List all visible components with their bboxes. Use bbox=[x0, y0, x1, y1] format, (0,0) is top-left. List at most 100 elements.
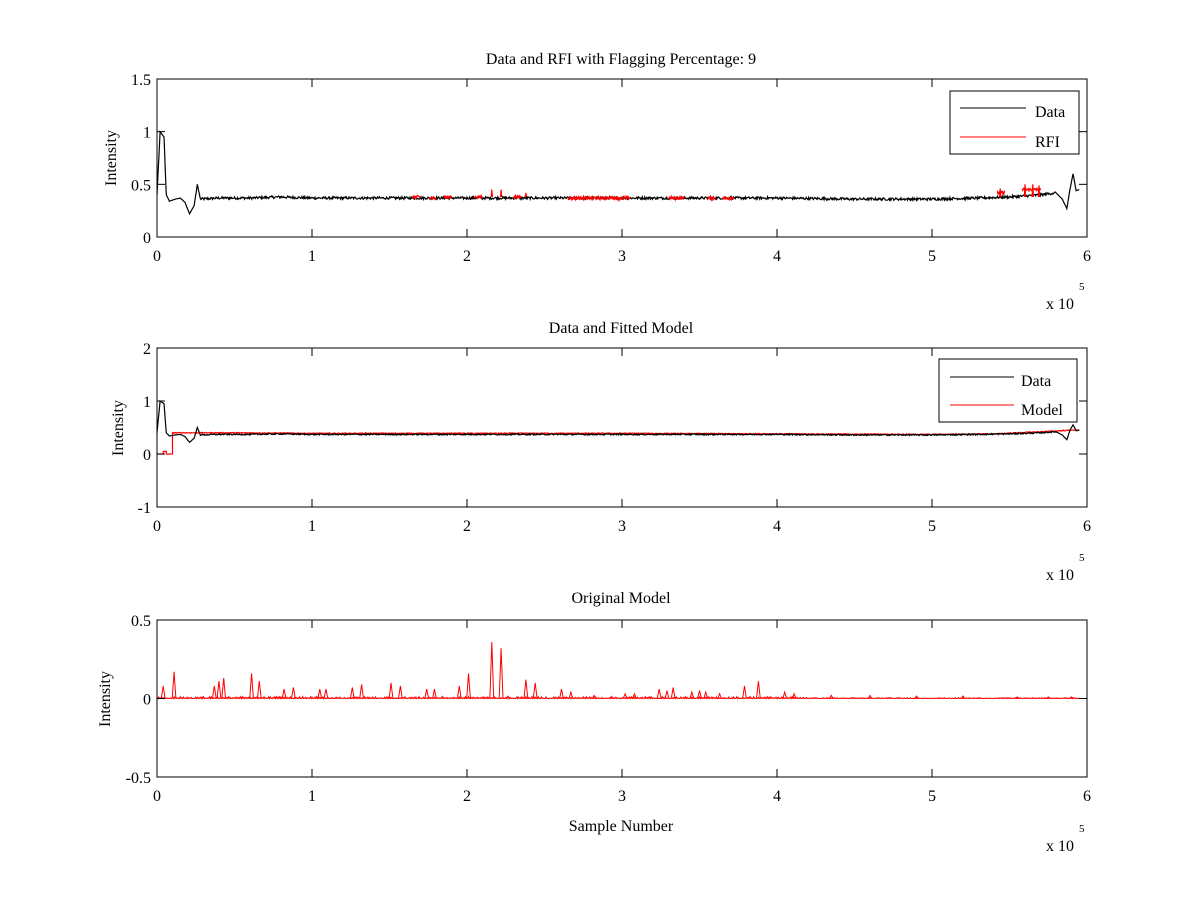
spike bbox=[632, 692, 637, 699]
rfi-segment bbox=[567, 194, 631, 202]
spike bbox=[466, 673, 471, 699]
rfi-segment bbox=[474, 193, 483, 200]
x-exponent-power: 5 bbox=[1079, 552, 1085, 564]
spike bbox=[359, 684, 364, 699]
y-tick-label: 0 bbox=[143, 692, 151, 709]
spike bbox=[349, 687, 355, 699]
rfi-segment bbox=[412, 194, 421, 201]
spike bbox=[664, 690, 670, 699]
x-exponent-power: 5 bbox=[1079, 281, 1085, 293]
x-exponent-power: 5 bbox=[1079, 823, 1085, 835]
series-layer bbox=[156, 399, 1080, 455]
legend-label-rfi: RFI bbox=[1035, 134, 1060, 151]
plot-title: Original Model bbox=[571, 590, 671, 607]
x-tick-label: 0 bbox=[153, 248, 161, 265]
x-exponent-base: x 10 bbox=[1046, 838, 1074, 855]
rfi-segment bbox=[996, 189, 1006, 196]
spike bbox=[249, 673, 254, 699]
rfi-segment bbox=[443, 194, 453, 200]
axes: 0 1 2 3 4 5 6-0.500.5 bbox=[126, 613, 1091, 805]
legend: Data RFI bbox=[949, 90, 1080, 155]
spike bbox=[689, 690, 695, 699]
x-tick-label: 0 bbox=[153, 518, 161, 535]
legend-box bbox=[949, 90, 1080, 155]
spike bbox=[432, 689, 437, 699]
series-data bbox=[156, 399, 1080, 444]
spike bbox=[323, 689, 329, 699]
y-tick-label: -0.5 bbox=[126, 770, 151, 787]
y-tick-label: 1 bbox=[143, 394, 151, 411]
spike bbox=[499, 189, 503, 198]
spike bbox=[867, 694, 873, 699]
legend-label-data: Data bbox=[1035, 104, 1065, 121]
spike bbox=[456, 685, 462, 699]
spike bbox=[703, 690, 709, 699]
spike bbox=[281, 689, 287, 699]
legend: Data Model bbox=[938, 358, 1078, 423]
y-axis-label: Intensity bbox=[110, 400, 127, 456]
y-tick-label: 1.5 bbox=[131, 72, 151, 89]
x-exponent: x 10 5 bbox=[1046, 823, 1085, 855]
x-tick-label: 3 bbox=[618, 248, 626, 265]
series-layer bbox=[156, 130, 1080, 216]
spike bbox=[498, 648, 504, 699]
x-tick-label: 1 bbox=[308, 788, 316, 805]
x-tick-label: 3 bbox=[618, 788, 626, 805]
x-tick-label: 0 bbox=[153, 788, 161, 805]
y-tick-label: 2 bbox=[143, 341, 151, 358]
spike bbox=[999, 188, 1002, 198]
spike bbox=[523, 679, 529, 699]
spike bbox=[697, 690, 702, 699]
spike bbox=[742, 685, 747, 699]
series-line bbox=[156, 399, 1080, 444]
x-tick-label: 5 bbox=[928, 788, 936, 805]
spike bbox=[1023, 184, 1027, 198]
x-tick-label: 4 bbox=[773, 518, 781, 535]
spike bbox=[212, 685, 217, 699]
x-tick-label: 2 bbox=[463, 248, 471, 265]
spike bbox=[1046, 696, 1051, 699]
x-axis-label: Sample Number bbox=[569, 818, 674, 835]
spike bbox=[1031, 184, 1034, 198]
rfi-segment bbox=[668, 194, 685, 202]
spike bbox=[171, 671, 177, 699]
y-axis-label: Intensity bbox=[97, 671, 114, 727]
spike bbox=[622, 692, 628, 699]
spike bbox=[1069, 696, 1074, 699]
spike bbox=[317, 689, 323, 699]
plot-title: Data and Fitted Model bbox=[549, 320, 694, 337]
spike bbox=[670, 687, 676, 699]
x-tick-label: 6 bbox=[1083, 518, 1091, 535]
spike bbox=[256, 681, 262, 699]
rfi-segment bbox=[429, 195, 437, 201]
spike bbox=[1037, 185, 1041, 198]
spike bbox=[828, 694, 834, 699]
spike bbox=[568, 690, 574, 699]
x-tick-label: 6 bbox=[1083, 248, 1091, 265]
spike bbox=[291, 687, 296, 699]
spike bbox=[782, 690, 788, 699]
baseline bbox=[156, 695, 1081, 700]
x-tick-label: 2 bbox=[463, 788, 471, 805]
spike bbox=[398, 685, 403, 699]
spike bbox=[216, 681, 222, 699]
plot-title: Data and RFI with Flagging Percentage: 9 bbox=[486, 51, 756, 68]
x-tick-label: 6 bbox=[1083, 788, 1091, 805]
y-tick-label: 0 bbox=[143, 447, 151, 464]
spike bbox=[756, 681, 761, 699]
y-tick-label: -1 bbox=[138, 500, 151, 517]
x-tick-label: 4 bbox=[773, 248, 781, 265]
series-original-model bbox=[156, 641, 1081, 700]
spike bbox=[559, 689, 564, 699]
x-exponent: x 10 5 bbox=[1046, 281, 1085, 313]
legend-label-model: Model bbox=[1021, 402, 1063, 419]
spike bbox=[532, 682, 538, 699]
series-layer bbox=[156, 641, 1081, 700]
x-tick-label: 1 bbox=[308, 518, 316, 535]
spike bbox=[524, 192, 528, 198]
series-rfi bbox=[412, 184, 1042, 202]
x-tick-label: 3 bbox=[618, 518, 626, 535]
x-tick-label: 5 bbox=[928, 248, 936, 265]
spike bbox=[591, 694, 597, 699]
